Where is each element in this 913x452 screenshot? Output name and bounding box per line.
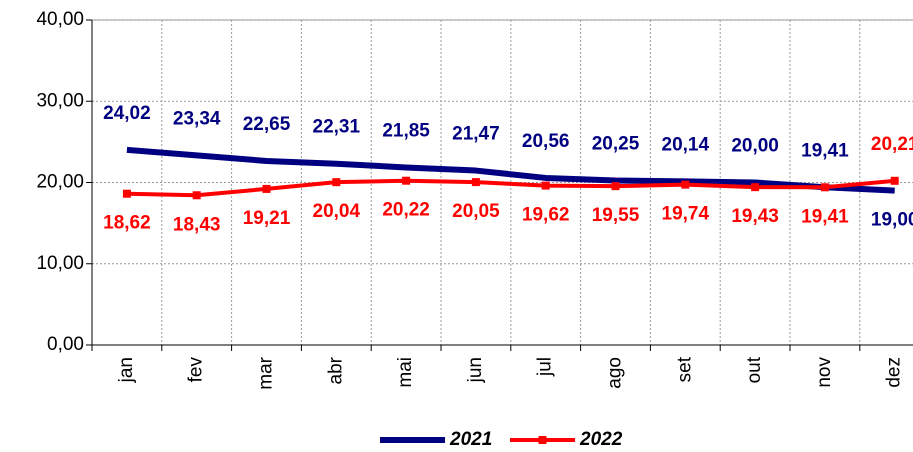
data-label: 22,65 bbox=[243, 114, 291, 135]
point-marker bbox=[471, 178, 480, 187]
point-marker bbox=[332, 178, 341, 187]
point-marker bbox=[681, 180, 690, 189]
x-tick-label: ago bbox=[605, 357, 626, 389]
point-marker bbox=[402, 176, 411, 185]
y-tick-label: 0,00 bbox=[47, 334, 84, 355]
legend-label: 2021 bbox=[449, 429, 492, 450]
x-tick-label: fev bbox=[186, 357, 207, 383]
data-label: 19,62 bbox=[522, 205, 570, 226]
data-label: 20,22 bbox=[382, 200, 430, 221]
y-tick-label: 30,00 bbox=[36, 90, 84, 111]
point-marker bbox=[751, 183, 760, 192]
data-label: 19,21 bbox=[243, 208, 291, 229]
x-tick-label: set bbox=[674, 356, 695, 382]
x-tick-label: jul bbox=[535, 357, 556, 377]
data-label: 20,56 bbox=[522, 131, 570, 152]
data-label: 20,25 bbox=[592, 133, 640, 154]
x-tick-label: jan bbox=[116, 357, 137, 383]
series-line bbox=[126, 178, 895, 198]
point-marker bbox=[122, 189, 131, 198]
point-marker bbox=[820, 183, 829, 192]
data-label: 19,00 bbox=[871, 210, 913, 231]
data-label: 18,43 bbox=[173, 214, 221, 235]
data-label: 20,14 bbox=[662, 134, 710, 155]
data-label: 20,04 bbox=[313, 201, 361, 222]
data-label: 19,43 bbox=[731, 206, 779, 227]
x-tick-label: dez bbox=[884, 357, 905, 388]
y-tick-label: 20,00 bbox=[36, 172, 84, 193]
data-label: 18,62 bbox=[103, 213, 151, 234]
y-tick-label: 40,00 bbox=[36, 9, 84, 30]
data-label: 22,31 bbox=[313, 117, 361, 138]
x-tick-label: nov bbox=[814, 357, 835, 388]
data-label: 19,41 bbox=[801, 206, 849, 227]
series-line bbox=[126, 146, 895, 194]
data-label: 24,02 bbox=[103, 103, 151, 124]
data-label: 21,47 bbox=[452, 124, 500, 145]
data-label: 23,34 bbox=[173, 108, 221, 129]
data-label: 19,74 bbox=[662, 204, 710, 225]
x-tick-label: mai bbox=[395, 357, 416, 388]
point-marker bbox=[611, 182, 620, 191]
point-marker bbox=[262, 184, 271, 193]
data-label: 19,41 bbox=[801, 140, 849, 161]
x-tick-label: out bbox=[744, 356, 765, 383]
point-marker bbox=[890, 176, 899, 185]
y-tick-label: 10,00 bbox=[36, 253, 84, 274]
data-label: 20,05 bbox=[452, 201, 500, 222]
x-tick-label: mar bbox=[256, 356, 277, 389]
data-label: 21,85 bbox=[382, 120, 430, 141]
legend-marker bbox=[538, 436, 547, 444]
point-marker bbox=[192, 191, 201, 200]
x-tick-label: abr bbox=[325, 356, 346, 384]
data-label: 20,21 bbox=[871, 134, 913, 155]
x-tick-label: jun bbox=[465, 357, 486, 383]
point-marker bbox=[541, 181, 550, 190]
data-label: 19,55 bbox=[592, 205, 640, 226]
legend-label: 2022 bbox=[579, 429, 623, 450]
data-label: 20,00 bbox=[731, 136, 779, 157]
